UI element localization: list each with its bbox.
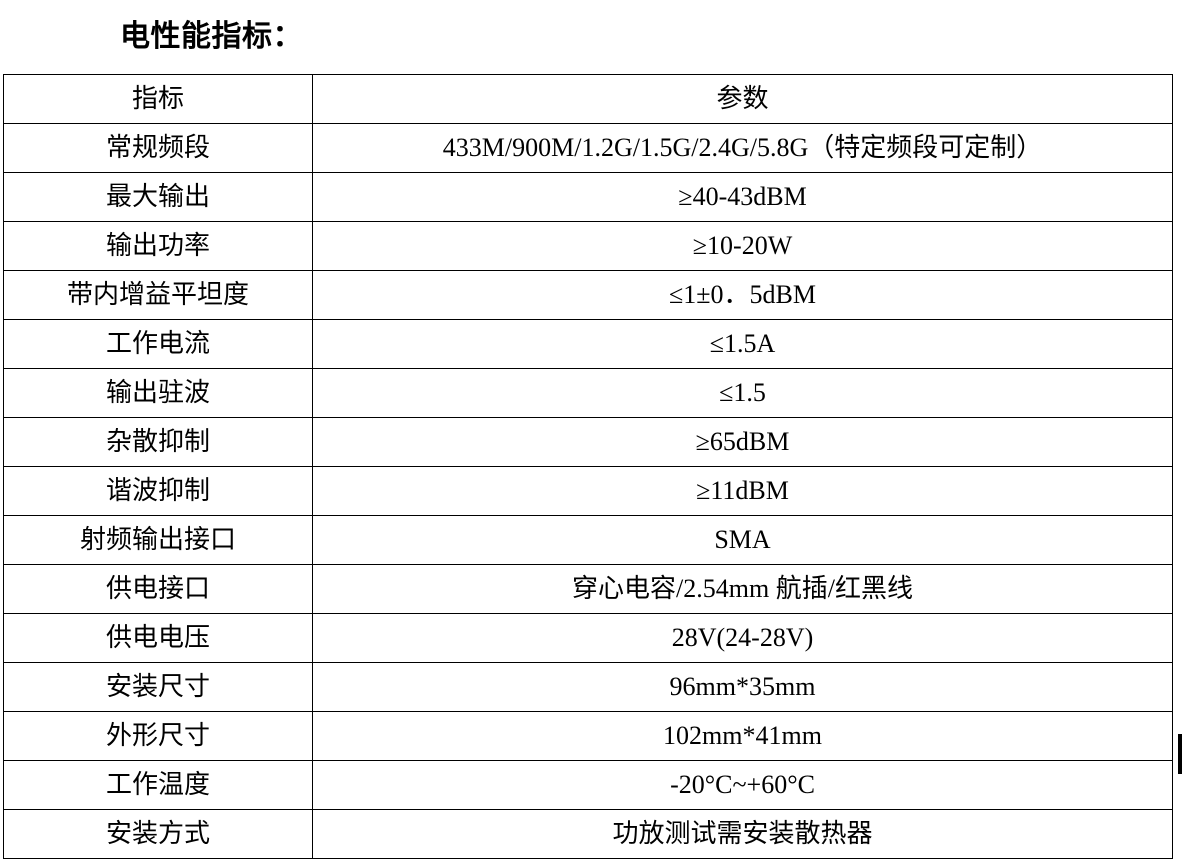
spec-value: ≤1.5A [312,319,1173,369]
table-row: 工作温度 -20°C~+60°C [3,760,1173,810]
spec-value: ≥40-43dBM [312,172,1173,222]
spec-value: ≤1.5 [312,368,1173,418]
electrical-spec-table: 指标 参数 常规频段 433M/900M/1.2G/1.5G/2.4G/5.8G（… [3,74,1173,859]
spec-label: 外形尺寸 [3,711,313,761]
spec-value: SMA [312,515,1173,565]
table-row: 供电电压 28V(24-28V) [3,613,1173,663]
table-body: 指标 参数 常规频段 433M/900M/1.2G/1.5G/2.4G/5.8G（… [3,74,1173,859]
spec-label: 杂散抑制 [3,417,313,467]
table-row: 输出功率 ≥10-20W [3,221,1173,271]
table-row: 常规频段 433M/900M/1.2G/1.5G/2.4G/5.8G（特定频段可定… [3,123,1173,173]
table-row: 谐波抑制 ≥11dBM [3,466,1173,516]
table-row: 安装方式 功放测试需安装散热器 [3,809,1173,859]
table-row: 杂散抑制 ≥65dBM [3,417,1173,467]
spec-label: 射频输出接口 [3,515,313,565]
spec-label: 常规频段 [3,123,313,173]
spec-value: 28V(24-28V) [312,613,1173,663]
spec-label: 供电电压 [3,613,313,663]
table-row: 射频输出接口 SMA [3,515,1173,565]
spec-value: 433M/900M/1.2G/1.5G/2.4G/5.8G（特定频段可定制） [312,123,1173,173]
spec-value: ≥10-20W [312,221,1173,271]
page-title: 电性能指标： [120,20,303,53]
table-row: 安装尺寸 96mm*35mm [3,662,1173,712]
column-header-label: 指标 [3,74,313,124]
spec-label: 安装尺寸 [3,662,313,712]
table-row: 工作电流 ≤1.5A [3,319,1173,369]
spec-label: 带内增益平坦度 [3,270,313,320]
table-row: 最大输出 ≥40-43dBM [3,172,1173,222]
spec-value: 功放测试需安装散热器 [312,809,1173,859]
spec-value: ≤1±0．5dBM [312,270,1173,320]
table-row: 供电接口 穿心电容/2.54mm 航插/红黑线 [3,564,1173,614]
spec-value: -20°C~+60°C [312,760,1173,810]
spec-label: 工作温度 [3,760,313,810]
table-row: 输出驻波 ≤1.5 [3,368,1173,418]
spec-label: 最大输出 [3,172,313,222]
spec-label: 输出驻波 [3,368,313,418]
spec-value: ≥65dBM [312,417,1173,467]
spec-label: 供电接口 [3,564,313,614]
table-header-row: 指标 参数 [3,74,1173,124]
spec-value: ≥11dBM [312,466,1173,516]
spec-label: 谐波抑制 [3,466,313,516]
table-row: 外形尺寸 102mm*41mm [3,711,1173,761]
page-edge-mark [1178,734,1182,774]
column-header-value: 参数 [312,74,1173,124]
spec-value: 102mm*41mm [312,711,1173,761]
spec-value: 穿心电容/2.54mm 航插/红黑线 [312,564,1173,614]
table-row: 带内增益平坦度 ≤1±0．5dBM [3,270,1173,320]
spec-label: 安装方式 [3,809,313,859]
spec-label: 输出功率 [3,221,313,271]
spec-value: 96mm*35mm [312,662,1173,712]
spec-label: 工作电流 [3,319,313,369]
